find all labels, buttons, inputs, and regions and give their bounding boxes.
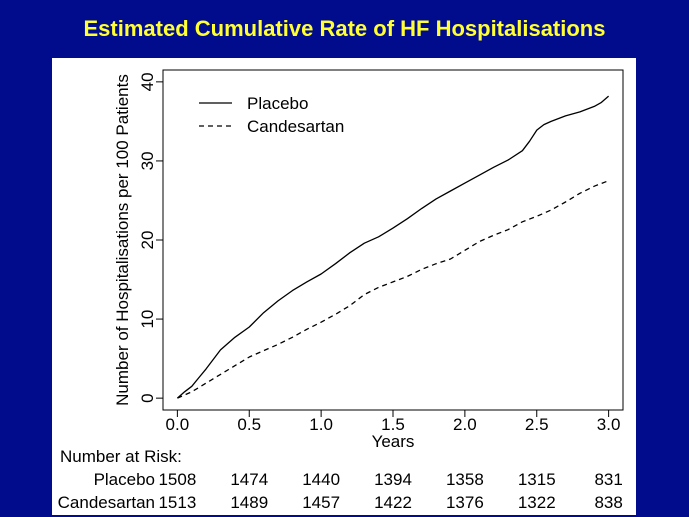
risk-value-candesartan-0.0: 1513 [158, 493, 196, 512]
x-tick-label-0.5: 0.5 [237, 415, 261, 434]
risk-value-placebo-3.0: 831 [594, 470, 622, 489]
risk-value-candesartan-2.5: 1322 [518, 493, 556, 512]
x-tick-label-1.5: 1.5 [381, 415, 405, 434]
legend: Placebo Candesartan [199, 94, 344, 136]
y-tick-label-10: 10 [138, 310, 157, 329]
risk-row-placebo-label: Placebo [94, 470, 155, 489]
risk-value-candesartan-1.5: 1422 [374, 493, 412, 512]
y-tick-label-30: 30 [138, 151, 157, 170]
legend-candesartan-label: Candesartan [247, 117, 344, 136]
series-layer [176, 95, 610, 399]
risk-table: Number at Risk: Placebo Candesartan 1508… [58, 447, 623, 512]
risk-value-placebo-0.0: 1508 [158, 470, 196, 489]
x-tick-label-2.0: 2.0 [453, 415, 477, 434]
risk-value-placebo-1.5: 1394 [374, 470, 412, 489]
x-axis: 0.0 0.5 1.0 1.5 2.0 2.5 3.0 [166, 410, 621, 434]
plot-area-frame [162, 69, 624, 411]
y-tick-label-40: 40 [138, 72, 157, 91]
risk-value-candesartan-2.0: 1376 [446, 493, 484, 512]
y-tick-label-20: 20 [138, 231, 157, 250]
risk-value-placebo-1.0: 1440 [302, 470, 340, 489]
risk-row-candesartan-label: Candesartan [58, 493, 155, 512]
y-tick-label-0: 0 [138, 393, 157, 402]
x-axis-label: Years [372, 432, 415, 451]
slide-title: Estimated Cumulative Rate of HF Hospital… [83, 16, 606, 41]
risk-value-placebo-0.5: 1474 [230, 470, 268, 489]
x-tick-label-3.0: 3.0 [597, 415, 621, 434]
x-tick-label-1.0: 1.0 [309, 415, 333, 434]
y-axis-label: Number of Hospitalisations per 100 Patie… [113, 74, 132, 406]
series-line-candesartan [177, 180, 609, 399]
risk-value-placebo-2.0: 1358 [446, 470, 484, 489]
risk-value-candesartan-3.0: 838 [594, 493, 622, 512]
chart-panel [52, 58, 636, 515]
x-tick-label-0.0: 0.0 [166, 415, 190, 434]
y-axis: 0 10 20 30 40 [138, 72, 163, 403]
series-line-placebo [176, 95, 610, 399]
risk-value-placebo-2.5: 1315 [518, 470, 556, 489]
risk-table-values: 1508 1474 1440 1394 1358 1315 831 1513 1489 1457 1… [158, 470, 622, 512]
risk-value-candesartan-0.5: 1489 [230, 493, 268, 512]
risk-table-title: Number at Risk: [60, 447, 182, 466]
risk-value-candesartan-1.0: 1457 [302, 493, 340, 512]
x-tick-label-2.5: 2.5 [525, 415, 549, 434]
legend-placebo-label: Placebo [247, 94, 308, 113]
